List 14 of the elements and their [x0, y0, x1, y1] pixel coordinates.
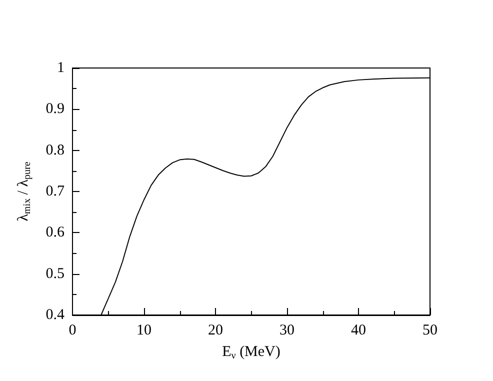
y-tick-label: 1: [57, 60, 64, 76]
x-tick-label: 30: [280, 322, 294, 338]
y-tick-label: 0.8: [46, 142, 64, 158]
y-tick-label: 0.6: [46, 224, 65, 241]
y-axis-title: λmix / λpure: [16, 161, 33, 222]
x-tick-label: 40: [351, 322, 366, 338]
y-tick-label: 0.5: [46, 266, 64, 282]
x-tick-label: 20: [208, 322, 223, 338]
y-tick-label: 0.4: [46, 307, 65, 323]
y-tick-label: 0.9: [46, 101, 64, 118]
y-tick-label: 0.7: [46, 184, 65, 200]
x-tick-label: 50: [422, 322, 438, 338]
x-tick-label: 0: [68, 322, 76, 338]
x-tick-label: 10: [136, 322, 152, 338]
